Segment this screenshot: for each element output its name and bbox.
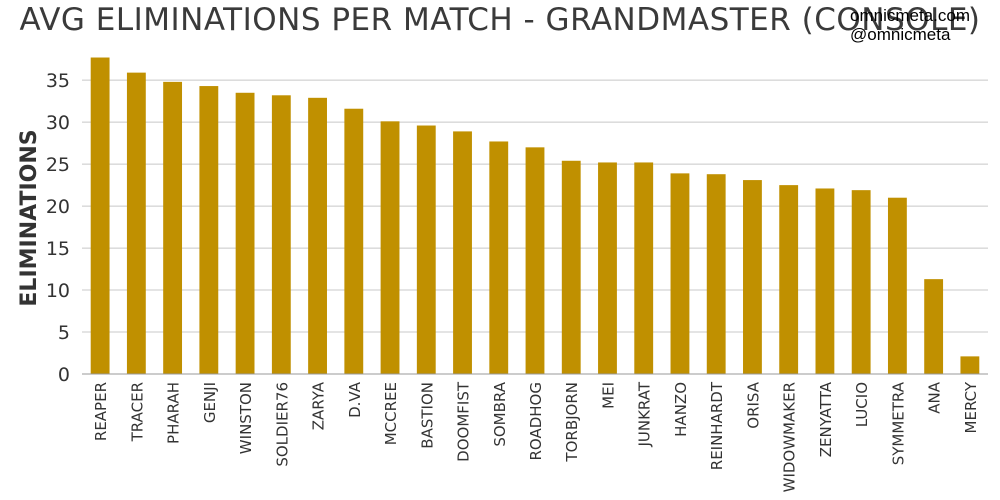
x-tick-label: PHARAH bbox=[165, 382, 183, 444]
credit-site: omnicmeta.com bbox=[850, 6, 970, 25]
x-tick-label: ZENYATTA bbox=[817, 381, 835, 457]
x-tick-label: WINSTON bbox=[237, 382, 255, 454]
x-tick-label: ZARYA bbox=[310, 381, 328, 430]
x-tick-label: LUCIO bbox=[853, 382, 871, 427]
x-tick-label: SYMMETRA bbox=[889, 381, 907, 465]
x-tick-label: MEI bbox=[599, 382, 617, 409]
bar-zarya bbox=[308, 97, 327, 374]
x-tick-label: MCCREE bbox=[382, 382, 400, 445]
bar-reaper bbox=[90, 57, 110, 374]
y-tick-label: 20 bbox=[46, 196, 70, 218]
y-axis-label: ELIMINATIONS bbox=[17, 129, 42, 306]
x-tick-label: JUNKRAT bbox=[636, 381, 654, 447]
x-tick-label: DOOMFIST bbox=[455, 381, 473, 462]
x-tick-label: HANZO bbox=[672, 382, 690, 437]
x-tick-label: BASTION bbox=[418, 382, 436, 449]
bar-winston bbox=[235, 92, 255, 375]
bars bbox=[90, 57, 980, 375]
bar-orisa bbox=[743, 180, 762, 374]
bar-doomfist bbox=[453, 131, 472, 374]
bar-lucio bbox=[851, 190, 871, 374]
x-tick-label: SOMBRA bbox=[491, 381, 509, 446]
bar-hanzo bbox=[670, 173, 690, 374]
x-tick-label: MERCY bbox=[962, 381, 980, 433]
bar-junkrat bbox=[634, 162, 654, 374]
x-tick-label: REAPER bbox=[92, 382, 110, 441]
y-tick-label: 15 bbox=[46, 238, 70, 260]
bar-tracer bbox=[126, 72, 146, 375]
x-tick-label: ROADHOG bbox=[527, 382, 545, 461]
bar-ana bbox=[924, 279, 944, 374]
y-tick-label: 35 bbox=[46, 70, 70, 92]
bar-d-va bbox=[344, 108, 364, 374]
bar-pharah bbox=[163, 81, 183, 374]
bar-torbjorn bbox=[561, 160, 581, 374]
x-tick-label: WIDOWMAKER bbox=[781, 382, 799, 492]
y-tick-label: 30 bbox=[46, 112, 70, 134]
x-tick-label: D.VA bbox=[346, 381, 364, 418]
x-tick-label: ORISA bbox=[744, 381, 762, 428]
bar-genji bbox=[199, 86, 219, 375]
bar-symmetra bbox=[887, 197, 907, 374]
x-tick-label: ANA bbox=[926, 381, 944, 413]
credit-handle: @omnicmeta bbox=[850, 25, 951, 44]
bar-mei bbox=[598, 162, 617, 374]
y-tick-label: 10 bbox=[46, 280, 70, 302]
bar-soldier76 bbox=[271, 95, 291, 374]
bar-reinhardt bbox=[706, 174, 726, 374]
x-tick-label: GENJI bbox=[201, 382, 219, 423]
bar-widowmaker bbox=[779, 185, 799, 374]
x-tick-label: TRACER bbox=[128, 382, 146, 442]
y-tick-label: 5 bbox=[58, 322, 70, 344]
bar-mccree bbox=[380, 121, 400, 374]
bar-bastion bbox=[416, 125, 436, 374]
bar-sombra bbox=[489, 141, 509, 374]
x-tick-label: TORBJORN bbox=[563, 382, 581, 463]
bar-mercy bbox=[960, 356, 980, 374]
x-tick-label: REINHARDT bbox=[708, 381, 726, 470]
y-tick-label: 25 bbox=[46, 154, 70, 176]
y-tick-labels: 0 5 10 15 20 25 30 35 bbox=[46, 70, 70, 386]
x-tick-labels: REAPER TRACER PHARAH GENJI WINSTON SOLDIER76 Z… bbox=[92, 381, 980, 492]
chart-title: AVG ELIMINATIONS PER MATCH - GRANDMASTER… bbox=[19, 2, 980, 38]
bar-zenyatta bbox=[815, 188, 835, 374]
x-tick-label: SOLDIER76 bbox=[273, 382, 291, 467]
bar-roadhog bbox=[525, 147, 545, 374]
y-tick-label: 0 bbox=[58, 364, 70, 386]
